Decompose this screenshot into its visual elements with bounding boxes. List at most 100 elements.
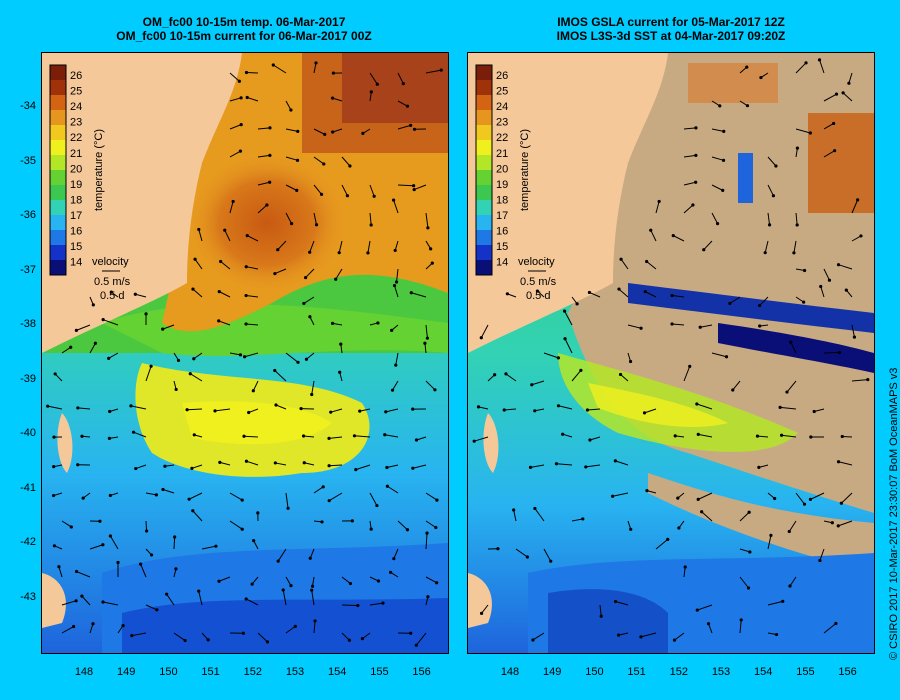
current-arrow <box>708 623 713 634</box>
current-arrow <box>415 632 427 646</box>
current-arrow-head <box>390 328 394 332</box>
current-arrow <box>61 600 77 606</box>
current-arrow <box>819 59 825 74</box>
current-arrow-head <box>788 584 792 588</box>
colorbar-swatch <box>476 140 492 156</box>
colorbar-swatch <box>476 95 492 111</box>
current-arrow-head <box>479 611 484 615</box>
current-arrow-head <box>244 322 248 326</box>
current-arrow-head <box>361 131 365 135</box>
current-arrow <box>838 264 853 270</box>
current-arrow <box>532 632 545 641</box>
current-arrow-head <box>296 129 300 133</box>
current-arrow-head <box>191 509 195 513</box>
colorbar-tick-label: 26 <box>496 70 508 82</box>
current-arrow-head <box>649 228 653 232</box>
current-arrow-head <box>289 108 293 112</box>
current-arrow-head <box>847 81 851 85</box>
colorbar-swatch <box>50 245 66 261</box>
current-arrow-head <box>238 149 243 153</box>
current-arrow <box>683 366 691 382</box>
longitude-tick-label: 153 <box>711 666 731 678</box>
current-arrow-head <box>745 65 749 69</box>
current-arrow-head <box>217 579 221 583</box>
current-arrow-head <box>74 569 79 574</box>
current-arrow-head <box>599 614 603 618</box>
current-arrow-head <box>69 345 73 349</box>
current-arrow-head <box>219 259 223 264</box>
current-arrow-head <box>250 582 254 586</box>
current-arrow-head <box>308 556 312 560</box>
current-arrow-head <box>666 537 670 541</box>
current-arrow-head <box>425 336 430 340</box>
current-arrow-head <box>223 228 227 232</box>
current-arrow-head <box>242 434 246 438</box>
colorbar-tick-label: 23 <box>70 117 82 129</box>
colorbar-swatch <box>476 170 492 186</box>
current-arrow-head <box>76 406 80 410</box>
current-arrow <box>397 100 408 107</box>
colorbar-swatch <box>50 215 66 231</box>
current-arrow-head <box>191 287 195 291</box>
current-arrow-head <box>134 466 138 471</box>
current-arrow-head <box>192 357 196 361</box>
longitude-tick-label: 148 <box>500 666 520 678</box>
current-arrow-head <box>108 409 112 414</box>
current-arrow <box>851 379 868 382</box>
current-arrow <box>387 485 399 494</box>
current-arrow <box>620 374 629 382</box>
current-arrow <box>58 566 63 578</box>
velocity-legend-duration: 0.5 d <box>100 290 124 302</box>
current-arrow-head <box>185 408 189 412</box>
current-arrow <box>711 212 719 224</box>
current-arrow-head <box>728 301 732 306</box>
current-arrow-head <box>561 432 565 436</box>
current-arrow-head <box>337 251 341 255</box>
current-arrow <box>367 240 371 253</box>
current-arrow <box>823 123 834 130</box>
current-arrow-head <box>778 405 782 409</box>
current-arrow <box>89 342 96 354</box>
current-arrow <box>564 310 573 326</box>
current-arrow-head <box>240 498 244 502</box>
current-arrow-head <box>401 82 405 86</box>
current-arrow <box>543 352 559 359</box>
current-arrow-head <box>52 435 56 439</box>
current-arrow-head <box>579 368 583 372</box>
current-arrow <box>304 462 315 466</box>
current-arrow <box>246 323 259 326</box>
current-arrow-head <box>214 544 218 548</box>
current-arrow <box>335 268 343 280</box>
satellite-sst-map: 26 25 24 23 22 21 20 19 18 17 16 15 14 temperature (°… <box>467 52 875 654</box>
sst-cold-band-1 <box>628 283 874 333</box>
current-arrow-head <box>274 403 278 407</box>
current-arrow <box>397 184 414 187</box>
current-arrow <box>229 124 242 130</box>
current-arrow-head <box>319 192 324 196</box>
current-arrow-head <box>296 360 300 364</box>
current-arrow <box>764 240 769 253</box>
current-arrow-head <box>535 289 540 293</box>
current-arrow <box>696 403 713 410</box>
colorbar-tick-label: 25 <box>70 86 82 98</box>
current-arrow <box>145 366 152 382</box>
current-arrow <box>133 431 147 438</box>
colorbar-tick-label: 17 <box>496 210 508 222</box>
current-arrow-head <box>435 581 439 585</box>
current-arrow <box>332 322 343 326</box>
current-arrow-head <box>369 527 373 531</box>
current-arrow <box>135 293 147 298</box>
current-arrow <box>257 632 268 643</box>
current-arrow-head <box>409 291 413 295</box>
current-arrow-head <box>193 257 197 261</box>
current-arrow-head <box>722 129 726 133</box>
current-arrow <box>369 184 375 197</box>
current-arrow <box>793 240 797 253</box>
current-arrow-head <box>670 322 674 326</box>
colorbar-swatch <box>476 155 492 171</box>
longitude-tick-label: 151 <box>627 666 646 678</box>
current-arrow-head <box>757 303 762 308</box>
colorbar-swatch <box>50 170 66 186</box>
current-arrow-head <box>409 123 413 127</box>
sst-cold-band-2 <box>718 323 874 373</box>
